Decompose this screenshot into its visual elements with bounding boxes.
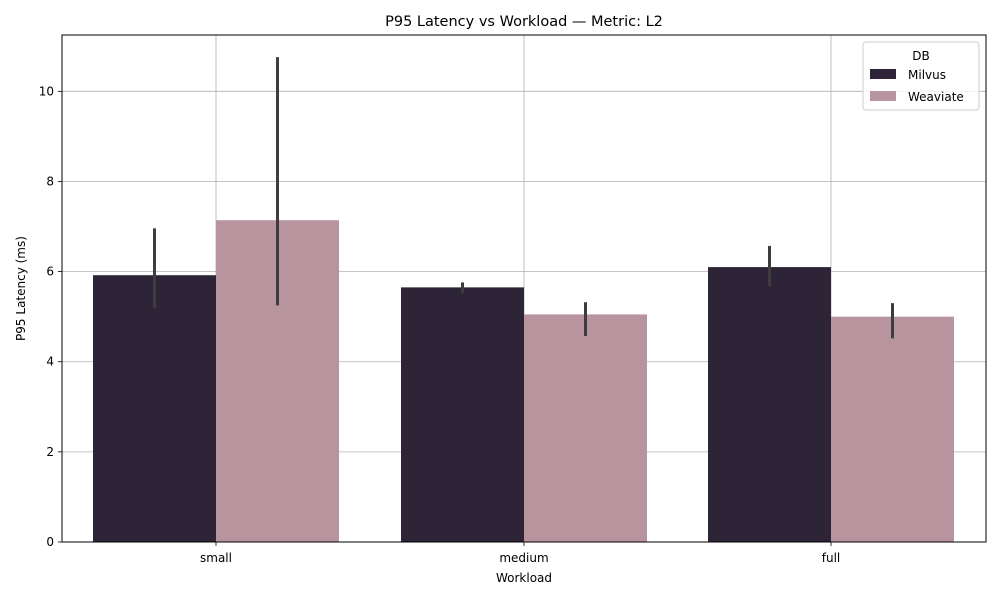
bar-weaviate-full bbox=[831, 316, 954, 542]
legend-label-weaviate[interactable]: Weaviate bbox=[908, 90, 964, 104]
y-tick-label: 6 bbox=[46, 265, 54, 279]
y-tick-label: 10 bbox=[39, 84, 54, 98]
legend-title: DB bbox=[912, 49, 929, 63]
bar-milvus-medium bbox=[401, 287, 524, 542]
x-ticks: small medium full bbox=[200, 542, 840, 565]
x-axis-label: Workload bbox=[496, 571, 552, 585]
y-axis-label: P95 Latency (ms) bbox=[14, 236, 28, 341]
chart-title: P95 Latency vs Workload — Metric: L2 bbox=[385, 14, 663, 30]
legend-swatch-weaviate bbox=[870, 91, 896, 101]
legend[interactable]: DB Milvus Weaviate bbox=[862, 41, 980, 111]
y-tick-label: 8 bbox=[46, 174, 54, 188]
legend-swatch-milvus bbox=[870, 69, 896, 79]
x-tick-label: medium bbox=[499, 551, 548, 565]
bar-milvus-small bbox=[93, 275, 216, 542]
y-tick-label: 2 bbox=[46, 445, 54, 459]
bar-weaviate-medium bbox=[524, 314, 647, 542]
legend-label-milvus[interactable]: Milvus bbox=[908, 68, 946, 82]
error-bars bbox=[153, 57, 894, 339]
y-tick-label: 4 bbox=[46, 355, 54, 369]
y-ticks: 0 2 4 6 8 10 bbox=[39, 84, 62, 549]
x-tick-label: full bbox=[822, 551, 841, 565]
bar-milvus-full bbox=[708, 267, 831, 542]
bars bbox=[93, 220, 954, 542]
x-tick-label: small bbox=[200, 551, 232, 565]
y-tick-label: 0 bbox=[46, 535, 54, 549]
